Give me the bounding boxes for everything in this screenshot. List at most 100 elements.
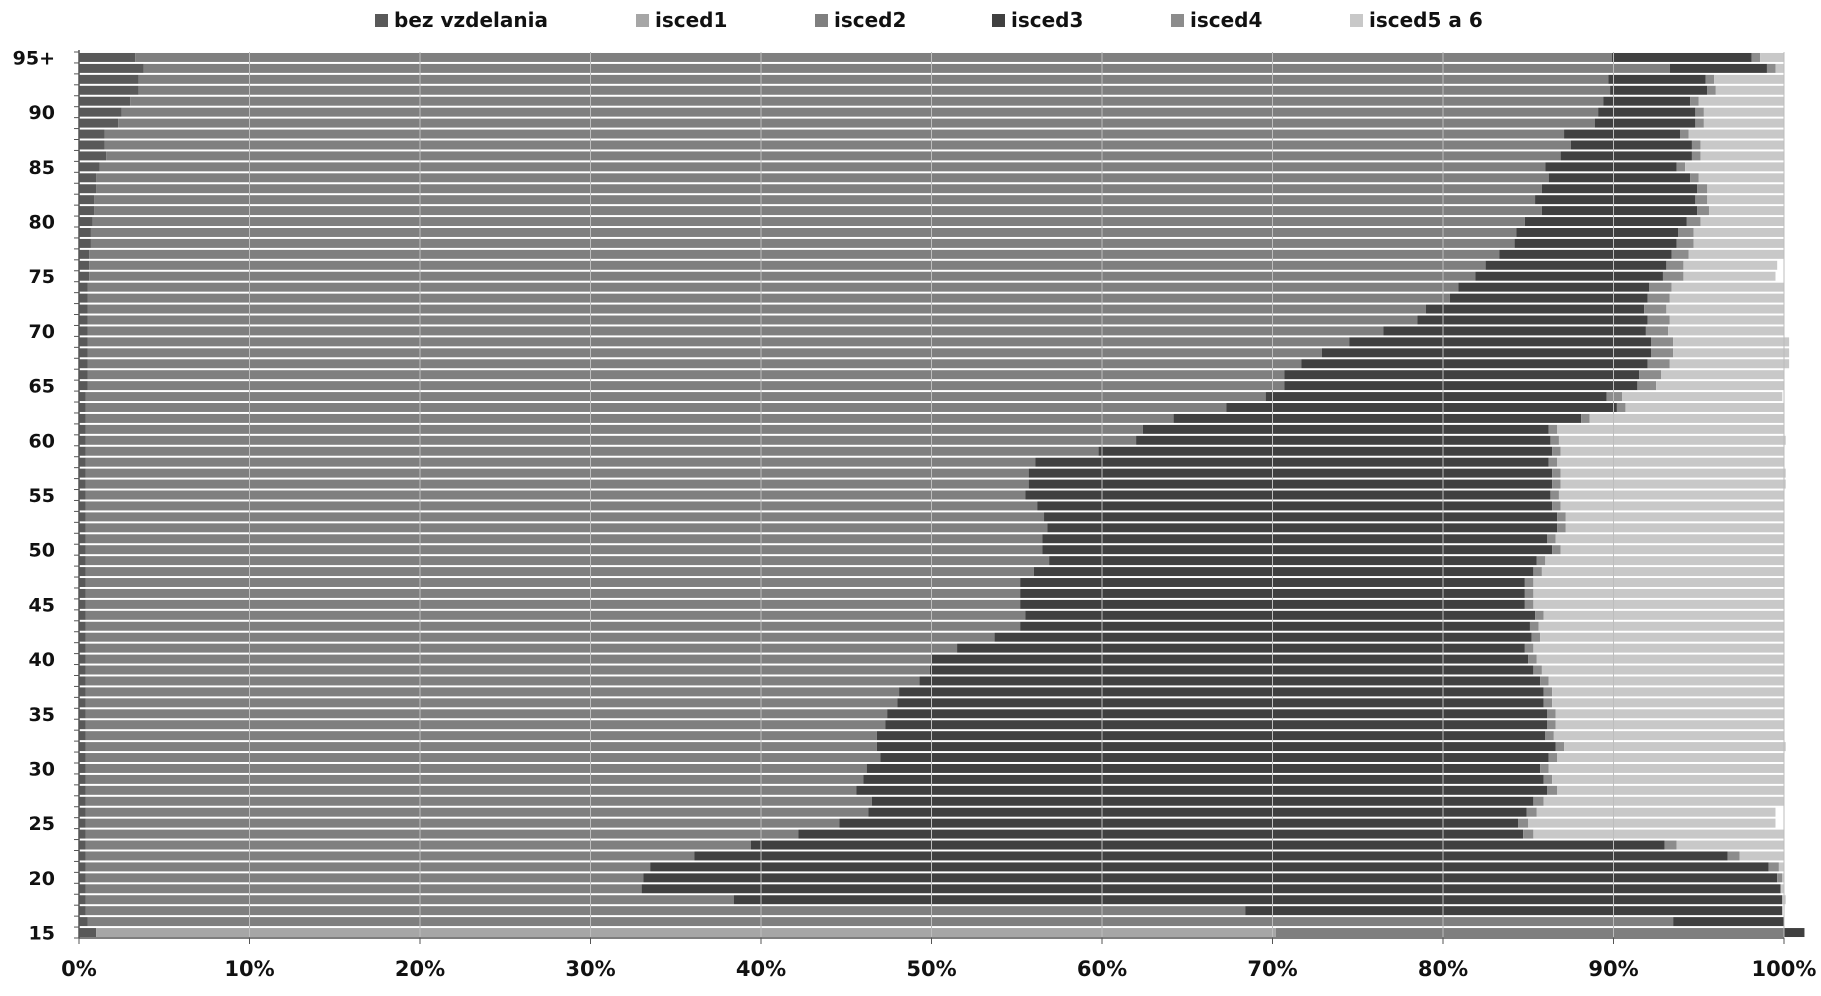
bar-row-73 <box>79 293 1784 303</box>
bar-segment <box>85 523 1048 533</box>
legend-swatch <box>1171 14 1184 27</box>
bar-segment <box>1098 446 1553 456</box>
bar-segment <box>85 829 799 839</box>
bar-segment <box>1548 753 1558 763</box>
legend-swatch <box>992 14 1005 27</box>
bar-row-32 <box>79 742 1786 752</box>
bar-segment <box>1514 238 1677 248</box>
bar-row-78 <box>79 238 1784 248</box>
bar-segment <box>87 293 1450 303</box>
bar-segment <box>1552 479 1561 489</box>
bar-segment <box>1778 862 1784 872</box>
bar-segment <box>885 720 1548 730</box>
bar-row-53 <box>79 512 1784 522</box>
bar-segment <box>1671 249 1689 259</box>
bar-row-21 <box>79 862 1784 872</box>
legend-label: isced5 a 6 <box>1369 8 1483 32</box>
bar-segment <box>1622 392 1783 402</box>
bar-segment <box>1695 118 1704 128</box>
bar-segment <box>1570 140 1692 150</box>
bar-segment <box>85 862 651 872</box>
bar-segment <box>79 140 105 150</box>
bar-segment <box>79 217 93 227</box>
bar-segment <box>1669 63 1767 73</box>
bar-row-29 <box>79 774 1784 784</box>
bar-segment <box>1552 468 1561 478</box>
bar-segment <box>1425 304 1645 314</box>
bar-segment <box>1560 479 1786 489</box>
bar-segment <box>1649 282 1672 292</box>
bar-segment <box>90 227 1517 237</box>
bar-segment <box>868 807 1527 817</box>
bar-segment <box>1142 424 1549 434</box>
bar-segment <box>650 862 1769 872</box>
bar-segment <box>1541 206 1698 216</box>
bar-segment <box>1565 512 1784 522</box>
bar-segment <box>839 818 1519 828</box>
bar-segment <box>79 906 86 916</box>
bar-segment <box>1637 381 1657 391</box>
bar-segment <box>1565 523 1784 533</box>
bar-segment <box>87 337 1350 347</box>
y-tick-label: 90 <box>29 102 55 124</box>
bar-segment <box>138 74 1609 84</box>
bar-segment <box>1417 315 1648 325</box>
bar-segment <box>79 468 86 478</box>
bar-segment <box>79 490 86 500</box>
legend-label: isced1 <box>655 8 727 32</box>
bar-row-75 <box>79 271 1776 281</box>
bar-segment <box>85 873 644 883</box>
bar-segment <box>1676 162 1686 172</box>
bar-segment <box>79 501 86 511</box>
bar-segment <box>994 632 1532 642</box>
bar-segment <box>79 643 86 653</box>
bar-segment <box>85 457 1036 467</box>
y-tick-label: 95+ <box>13 47 55 69</box>
bar-segment <box>1685 162 1784 172</box>
bar-segment <box>1625 403 1784 412</box>
bar-segment <box>79 709 86 719</box>
bar-segment <box>1691 151 1701 161</box>
bar-segment <box>1697 184 1708 194</box>
x-tick-label: 80% <box>1418 957 1468 981</box>
bar-row-91 <box>79 96 1784 106</box>
x-tick-label: 100% <box>1752 957 1817 981</box>
bar-segment <box>79 74 139 84</box>
bar-segment <box>1524 578 1534 587</box>
bar-segment <box>1557 457 1784 467</box>
y-tick-label: 80 <box>29 212 55 234</box>
bar-segment <box>79 753 86 763</box>
bar-segment <box>85 720 886 730</box>
bar-segment <box>79 928 97 938</box>
bar-row-89 <box>79 118 1784 128</box>
bar-segment <box>85 424 1143 434</box>
bar-segment <box>1349 337 1652 347</box>
bar-segment <box>1707 184 1784 194</box>
bar-segment <box>79 545 86 555</box>
bar-segment <box>106 151 1561 161</box>
bar-segment <box>85 895 734 905</box>
bar-segment <box>1784 928 1805 938</box>
bar-segment <box>1526 807 1537 817</box>
bar-segment <box>1025 490 1551 500</box>
bar-segment <box>87 917 1674 927</box>
bar-segment <box>1690 173 1699 183</box>
bar-segment <box>85 742 877 752</box>
bar-segment <box>1557 785 1784 795</box>
bar-row-36 <box>79 698 1784 708</box>
x-tick-label: 50% <box>906 957 956 981</box>
y-tick-label: 70 <box>29 321 55 343</box>
x-tick-label: 30% <box>565 957 615 981</box>
bar-segment <box>79 599 86 609</box>
bar-segment <box>1669 359 1790 369</box>
bar-row-27 <box>79 796 1784 806</box>
bar-segment <box>1558 490 1784 500</box>
bar-segment <box>1558 435 1786 445</box>
x-tick-label: 60% <box>1077 957 1127 981</box>
legend-item: bez vzdelania <box>375 8 548 32</box>
bar-segment <box>1458 282 1650 292</box>
bar-segment <box>79 107 122 117</box>
bar-segment <box>1669 293 1784 303</box>
bar-segment <box>1485 260 1667 270</box>
bar-segment <box>79 249 90 259</box>
